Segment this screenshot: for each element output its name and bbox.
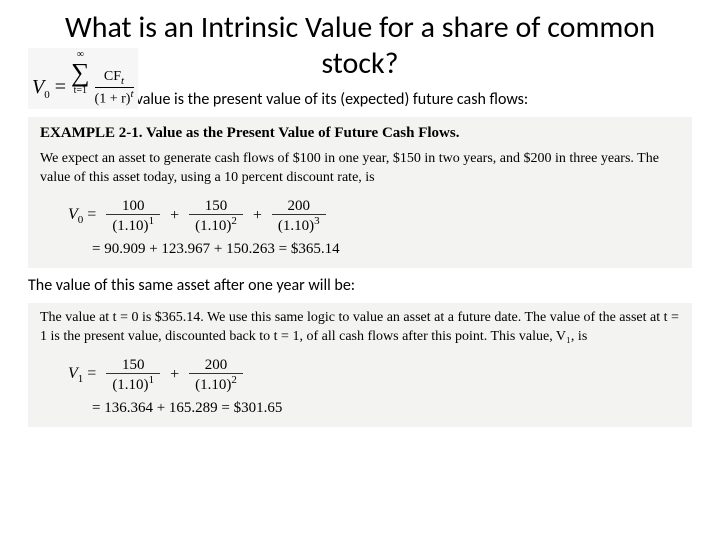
example-2-text: The value at t = 0 is $365.14. We use th…	[40, 309, 680, 347]
example-1-result: = 90.909 + 123.967 + 150.263 = $365.14	[92, 241, 680, 258]
example-2-block: The value at t = 0 is $365.14. We use th…	[28, 303, 692, 427]
example-1-text: We expect an asset to generate cash flow…	[40, 150, 680, 188]
slide: What is an Intrinsic Value for a share o…	[0, 0, 720, 445]
example-2-equation: V1 = 150(1.10)1 + 200(1.10)2	[68, 357, 680, 394]
example-2-result: = 136.364 + 165.289 = $301.65	[92, 400, 680, 417]
example-1-equation: V0 = 100(1.10)1 + 150(1.10)2 + 200(1.10)…	[68, 198, 680, 235]
example-1-block: EXAMPLE 2-1. Value as the Present Value …	[28, 117, 692, 268]
example-1-title: EXAMPLE 2-1. Value as the Present Value …	[40, 125, 680, 142]
mid-text: The value of this same asset after one y…	[28, 276, 692, 295]
slide-title: What is an Intrinsic Value for a share o…	[28, 10, 692, 82]
